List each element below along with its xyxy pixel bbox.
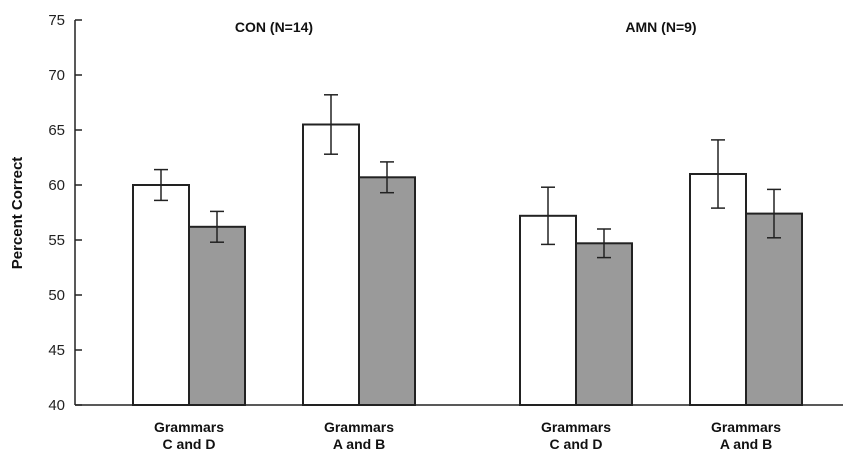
y-tick-label: 45 (48, 342, 65, 359)
category-label-line2: C and D (163, 436, 216, 452)
y-tick-label: 55 (48, 232, 65, 249)
y-tick-label: 50 (48, 287, 65, 304)
category-label-line1: Grammars (541, 419, 611, 435)
bar (689, 173, 747, 406)
category-label-line2: C and D (550, 436, 603, 452)
bar (132, 184, 190, 406)
y-axis-title: Percent Correct (9, 157, 26, 270)
category-label-line1: Grammars (324, 419, 394, 435)
category-label-line1: Grammars (711, 419, 781, 435)
y-tick-label: 40 (48, 397, 65, 414)
y-tick-label: 65 (48, 122, 65, 139)
group-title: CON (N=14) (235, 19, 313, 35)
category-label-line1: Grammars (154, 419, 224, 435)
category-label-line2: A and B (333, 436, 385, 452)
y-tick-label: 75 (48, 12, 65, 29)
bar (575, 242, 633, 406)
category-label-line2: A and B (720, 436, 772, 452)
bar (188, 225, 246, 406)
y-tick-label: 70 (48, 67, 65, 84)
bars (132, 94, 803, 406)
y-tick-label: 60 (48, 177, 65, 194)
group-title: AMN (N=9) (625, 19, 696, 35)
bar (745, 212, 803, 406)
bar (358, 176, 416, 406)
bar (302, 123, 360, 406)
